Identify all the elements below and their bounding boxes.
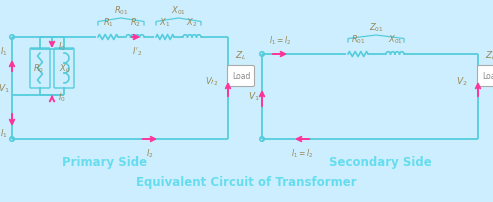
Text: $I'_2$: $I'_2$: [132, 46, 142, 58]
Text: $X_1$: $X_1$: [159, 16, 171, 29]
Text: $V_1$: $V_1$: [248, 90, 260, 103]
Text: $R_{01}$: $R_{01}$: [114, 4, 128, 17]
FancyBboxPatch shape: [478, 66, 493, 87]
FancyBboxPatch shape: [227, 66, 254, 87]
Text: $I_1=I_2$: $I_1=I_2$: [291, 147, 313, 160]
Text: Secondary Side: Secondary Side: [329, 156, 431, 169]
Text: $I_0$: $I_0$: [58, 91, 66, 104]
Text: $I_2$: $I_2$: [146, 147, 154, 160]
Text: Load: Load: [232, 72, 250, 81]
Text: $X_{01}$: $X_{01}$: [387, 33, 402, 46]
Text: $V\prime_2$: $V\prime_2$: [205, 75, 218, 88]
Text: Load: Load: [482, 72, 493, 81]
Text: $V_1$: $V_1$: [0, 82, 10, 95]
Text: $R_2$: $R_2$: [130, 16, 141, 29]
Text: $R_1$: $R_1$: [103, 16, 113, 29]
Text: $Z_{01}$: $Z_{01}$: [369, 21, 384, 34]
Text: $I_1$: $I_1$: [0, 45, 8, 58]
Text: Equivalent Circuit of Transformer: Equivalent Circuit of Transformer: [136, 176, 356, 188]
Text: $X_0$: $X_0$: [59, 62, 70, 75]
Text: Primary Side: Primary Side: [63, 156, 147, 169]
Text: $I_1=I_2$: $I_1=I_2$: [269, 34, 291, 47]
Text: $Z_L$: $Z_L$: [235, 49, 247, 62]
Text: $I_0$: $I_0$: [58, 41, 66, 53]
Text: $I_1$: $I_1$: [0, 127, 8, 140]
Text: $Z_L$: $Z_L$: [485, 49, 493, 62]
Text: $X_2$: $X_2$: [186, 16, 198, 29]
FancyBboxPatch shape: [54, 49, 74, 88]
Text: $X_{01}$: $X_{01}$: [171, 4, 186, 17]
FancyBboxPatch shape: [30, 49, 50, 88]
Text: $R_0$: $R_0$: [34, 62, 44, 75]
Text: $R_{01}$: $R_{01}$: [351, 33, 365, 46]
Text: $V_2$: $V_2$: [457, 75, 468, 88]
